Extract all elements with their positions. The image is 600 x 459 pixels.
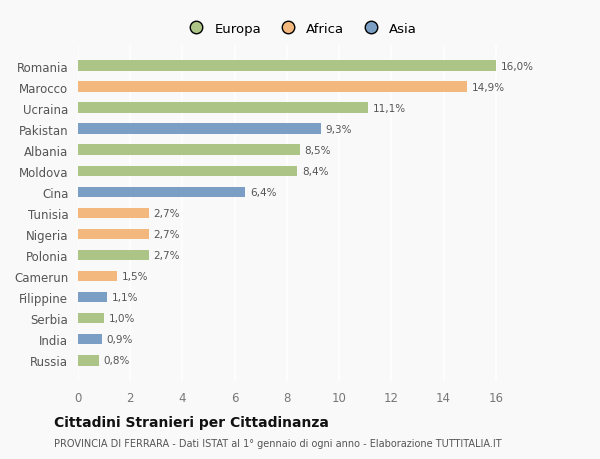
Text: 1,1%: 1,1% [112, 292, 138, 302]
Text: 0,8%: 0,8% [104, 356, 130, 365]
Bar [78, 166, 298, 177]
Text: 2,7%: 2,7% [153, 230, 180, 240]
Bar [78, 187, 245, 198]
Bar [78, 313, 104, 324]
Text: 1,5%: 1,5% [122, 271, 148, 281]
Bar [78, 229, 149, 240]
Bar [78, 355, 99, 366]
Bar [78, 61, 496, 72]
Text: 2,7%: 2,7% [153, 251, 180, 260]
Text: 2,7%: 2,7% [153, 208, 180, 218]
Bar [78, 334, 101, 345]
Bar [78, 145, 300, 156]
Legend: Europa, Africa, Asia: Europa, Africa, Asia [179, 19, 421, 40]
Text: 11,1%: 11,1% [373, 103, 406, 113]
Text: 0,9%: 0,9% [106, 335, 133, 344]
Text: 16,0%: 16,0% [500, 62, 533, 71]
Bar [78, 208, 149, 218]
Bar [78, 292, 107, 303]
Bar [78, 271, 117, 282]
Text: Cittadini Stranieri per Cittadinanza: Cittadini Stranieri per Cittadinanza [54, 415, 329, 429]
Bar [78, 82, 467, 93]
Text: 8,4%: 8,4% [302, 167, 329, 176]
Text: 6,4%: 6,4% [250, 187, 277, 197]
Bar [78, 250, 149, 261]
Text: 9,3%: 9,3% [326, 124, 352, 134]
Text: 14,9%: 14,9% [472, 83, 505, 92]
Bar [78, 103, 368, 114]
Text: 1,0%: 1,0% [109, 313, 135, 324]
Text: PROVINCIA DI FERRARA - Dati ISTAT al 1° gennaio di ogni anno - Elaborazione TUTT: PROVINCIA DI FERRARA - Dati ISTAT al 1° … [54, 438, 502, 448]
Text: 8,5%: 8,5% [305, 146, 331, 156]
Bar [78, 124, 321, 134]
